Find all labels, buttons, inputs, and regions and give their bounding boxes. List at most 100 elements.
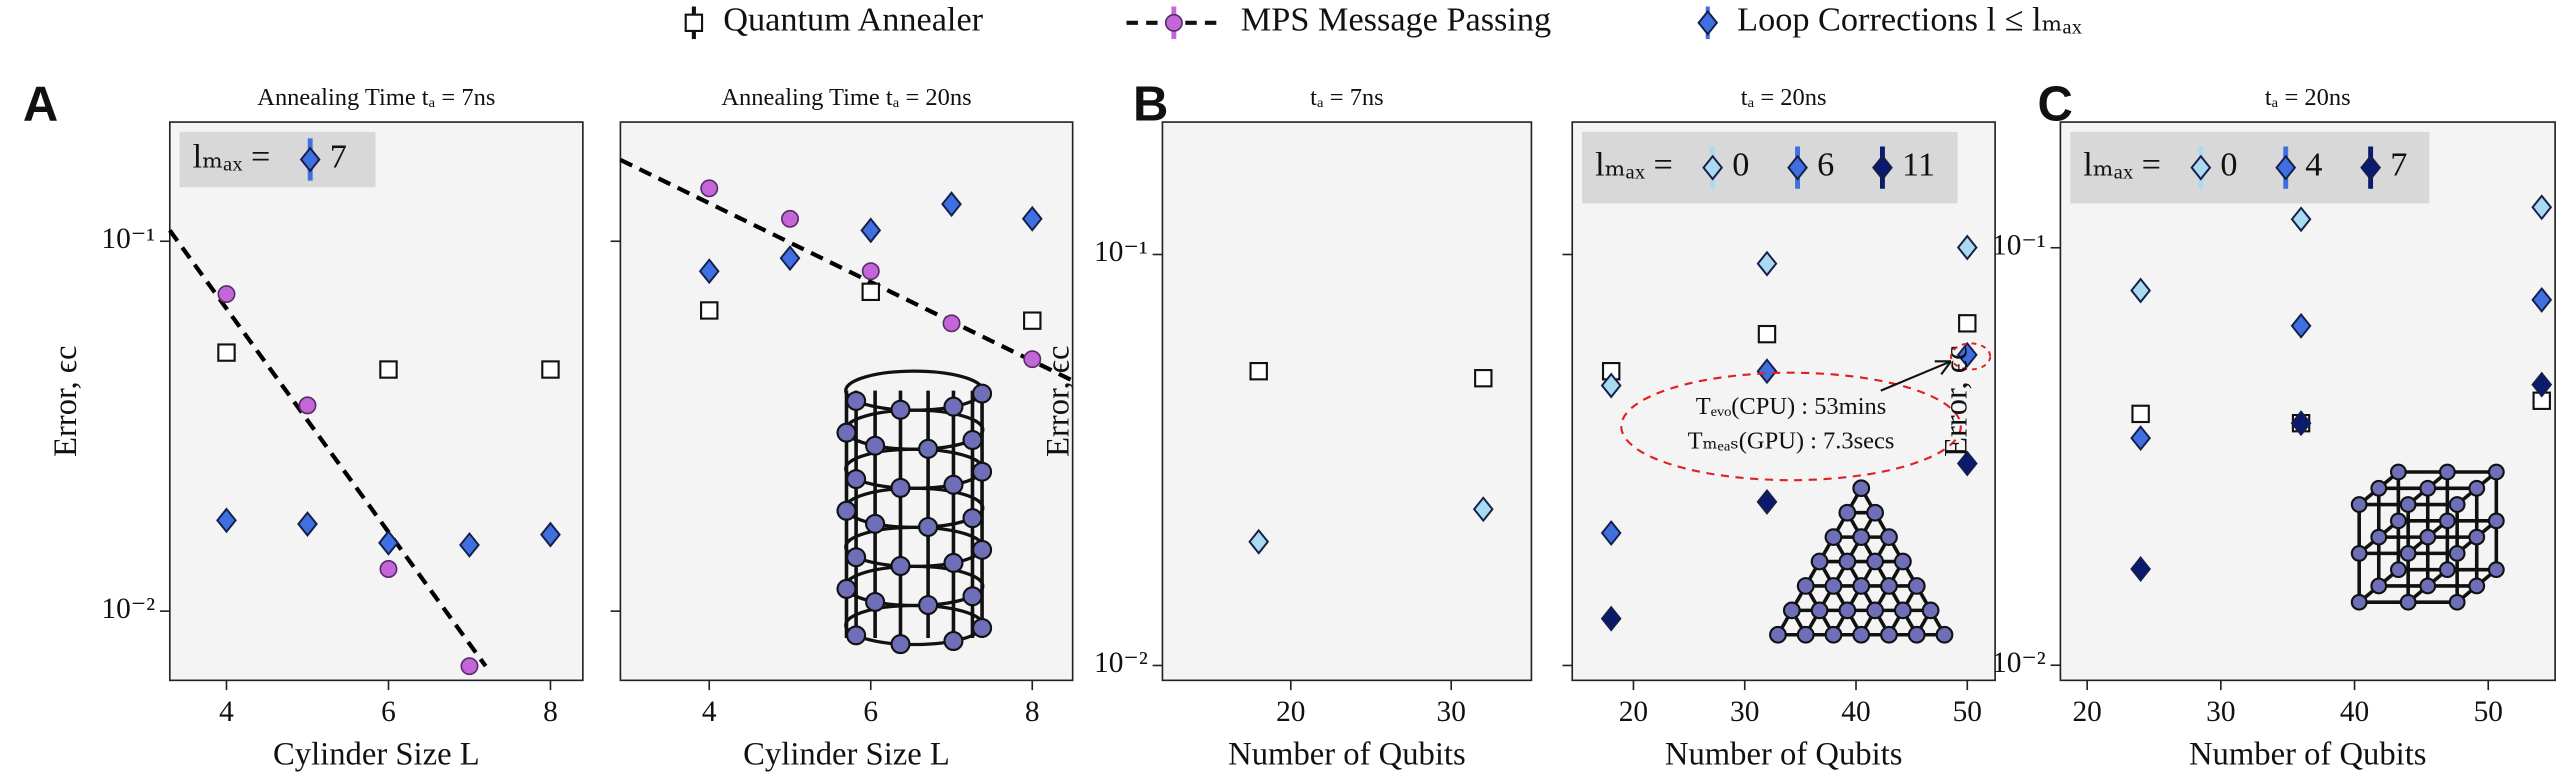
marker-diamond bbox=[1021, 205, 1043, 232]
fit-line bbox=[168, 229, 488, 668]
lattice-node bbox=[865, 513, 886, 534]
lattice-node bbox=[2438, 463, 2456, 481]
lattice-node bbox=[1852, 528, 1871, 546]
marker-diamond bbox=[216, 507, 237, 534]
lattice-node bbox=[2487, 561, 2505, 579]
lattice-node bbox=[890, 556, 911, 577]
y-axis-label: Error, ϵc bbox=[1939, 346, 1975, 457]
lattice-node bbox=[2350, 496, 2368, 513]
lattice-node bbox=[2350, 545, 2368, 562]
x-tick-label: 40 bbox=[1841, 696, 1870, 728]
marker-square bbox=[700, 301, 719, 320]
lattice-node bbox=[962, 586, 983, 607]
annotation-text: Tₘₑₐₛ(GPU) : 7.3secs bbox=[1688, 427, 1895, 454]
marker-diamond bbox=[698, 258, 720, 285]
x-tick-label: 8 bbox=[1025, 696, 1040, 728]
lattice-node bbox=[2370, 577, 2388, 595]
x-tick-label: 8 bbox=[543, 696, 558, 728]
annotation-arrow bbox=[1880, 360, 1952, 392]
panel-title: Annealing Time tₐ = 7ns bbox=[257, 84, 495, 111]
x-tick-label: 4 bbox=[219, 696, 234, 728]
lattice-node bbox=[890, 634, 911, 655]
lattice-node bbox=[865, 435, 886, 456]
marker-square bbox=[541, 360, 560, 379]
x-tick-label: 6 bbox=[863, 696, 878, 728]
lattice-node bbox=[1810, 552, 1829, 571]
annotation-ellipse bbox=[1620, 371, 1962, 482]
marker-circle bbox=[460, 657, 479, 676]
marker-diamond bbox=[1756, 358, 1778, 385]
lattice-node bbox=[2487, 463, 2505, 481]
x-tick-label: 6 bbox=[381, 696, 396, 728]
lattice-node bbox=[846, 390, 867, 411]
legend-label: Quantum Annealer bbox=[723, 1, 983, 39]
panel-title: tₐ = 20ns bbox=[2265, 84, 2351, 111]
x-axis-label: Number of Qubits bbox=[2189, 736, 2427, 772]
lattice-node bbox=[2468, 479, 2486, 497]
lattice-node bbox=[2399, 545, 2417, 562]
marker-square bbox=[217, 343, 236, 362]
lattice-node bbox=[1838, 601, 1857, 620]
lattice-node bbox=[1852, 479, 1871, 498]
y-tick-label: 10⁻¹ bbox=[1094, 236, 1148, 268]
lattice-node bbox=[918, 438, 939, 459]
x-axis-label: Cylinder Size L bbox=[273, 736, 480, 772]
marker-circle bbox=[942, 314, 961, 333]
lattice-node bbox=[972, 461, 993, 482]
lattice-node bbox=[1893, 552, 1912, 571]
lattice-node bbox=[2370, 528, 2388, 546]
marker-diamond bbox=[378, 529, 399, 556]
marker-diamond bbox=[2360, 154, 2382, 181]
lattice-node bbox=[2438, 512, 2456, 530]
x-tick-label: 4 bbox=[702, 696, 717, 728]
x-tick-label: 20 bbox=[1619, 696, 1648, 728]
y-tick-label: 10⁻¹ bbox=[101, 223, 155, 255]
lattice-node bbox=[1796, 577, 1815, 595]
y-tick-label: 10⁻² bbox=[1094, 647, 1148, 679]
lattice-node bbox=[918, 516, 939, 537]
marker-diamond bbox=[941, 191, 962, 218]
inset-legend-box bbox=[1582, 131, 1958, 204]
panel-title: Annealing Time tₐ = 20ns bbox=[721, 84, 971, 111]
lattice-node bbox=[1935, 625, 1954, 644]
x-tick-label: 50 bbox=[1953, 696, 1982, 728]
x-tick-label: 30 bbox=[1730, 696, 1759, 728]
x-axis-label: Number of Qubits bbox=[1228, 736, 1466, 772]
lattice-node bbox=[1907, 625, 1926, 644]
marker-diamond bbox=[2130, 425, 2152, 452]
lattice-node bbox=[2438, 561, 2456, 579]
lattice-node bbox=[2448, 545, 2466, 562]
lattice-node bbox=[1810, 601, 1829, 620]
lattice-node bbox=[890, 477, 911, 498]
marker-square bbox=[379, 360, 398, 379]
marker-diamond bbox=[2531, 371, 2553, 398]
marker-diamond bbox=[1600, 372, 1622, 399]
inset-legend-label: lₘₐₓ = bbox=[1595, 146, 1673, 184]
marker-square bbox=[1958, 314, 1977, 333]
lattice-node bbox=[2389, 512, 2407, 530]
lattice-node bbox=[1769, 625, 1787, 644]
lattice-node bbox=[1796, 625, 1815, 644]
marker-diamond bbox=[297, 511, 318, 537]
lattice-node bbox=[2350, 593, 2368, 611]
lattice-node bbox=[1838, 503, 1857, 522]
lattice-node bbox=[943, 474, 964, 495]
lattice-node bbox=[1907, 577, 1926, 595]
marker-square bbox=[1757, 324, 1777, 344]
lattice-node bbox=[2468, 528, 2486, 546]
marker-diamond bbox=[2290, 410, 2312, 437]
y-tick-label: 10⁻¹ bbox=[1992, 230, 2046, 262]
marker-diamond bbox=[540, 521, 561, 548]
y-axis-label: Error, ϵc bbox=[48, 346, 84, 457]
marker-square bbox=[1249, 362, 1268, 381]
lattice-node bbox=[1824, 528, 1843, 546]
marker-square bbox=[1474, 369, 1493, 388]
marker-diamond bbox=[1697, 9, 1719, 36]
marker-diamond bbox=[2290, 312, 2312, 339]
lattice-node bbox=[865, 591, 886, 612]
lattice-node bbox=[2448, 593, 2466, 611]
marker-diamond bbox=[1787, 154, 1808, 181]
lattice-node bbox=[1852, 577, 1871, 595]
lattice-node bbox=[2419, 479, 2437, 497]
panel-title: tₐ = 7ns bbox=[1310, 84, 1384, 111]
